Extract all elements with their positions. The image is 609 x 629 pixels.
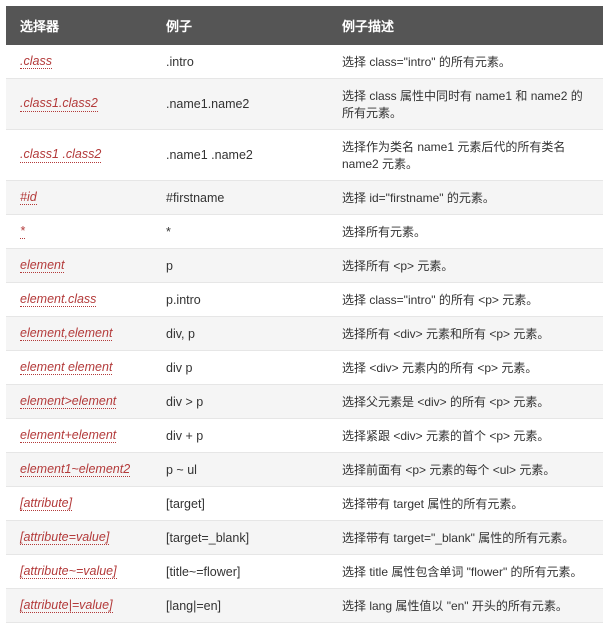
selector-link[interactable]: #id bbox=[20, 191, 37, 206]
cell-example: [target] bbox=[152, 487, 328, 521]
cell-example: .intro bbox=[152, 45, 328, 79]
cell-example: p bbox=[152, 249, 328, 283]
cell-selector: element element bbox=[6, 351, 152, 385]
table-row: **选择所有元素。 bbox=[6, 215, 603, 249]
selector-link[interactable]: * bbox=[20, 225, 25, 240]
cell-example: div + p bbox=[152, 419, 328, 453]
cell-selector: element1~element2 bbox=[6, 453, 152, 487]
cell-example: [title~=flower] bbox=[152, 555, 328, 589]
cell-description: 选择带有 target 属性的所有元素。 bbox=[328, 487, 603, 521]
table-row: #id #firstname选择 id="firstname" 的元素。 bbox=[6, 181, 603, 215]
cell-selector: [attribute|=value] bbox=[6, 589, 152, 623]
cell-example: p.intro bbox=[152, 283, 328, 317]
table-row: element element div p选择 <div> 元素内的所有 <p> … bbox=[6, 351, 603, 385]
cell-description: 选择作为类名 name1 元素后代的所有类名 name2 元素。 bbox=[328, 130, 603, 181]
cell-description: 选择 <div> 元素内的所有 <p> 元素。 bbox=[328, 351, 603, 385]
header-description: 例子描述 bbox=[328, 6, 603, 45]
table-row: element>element div > p选择父元素是 <div> 的所有 <… bbox=[6, 385, 603, 419]
cell-description: 选择 class="intro" 的所有 <p> 元素。 bbox=[328, 283, 603, 317]
cell-example: p ~ ul bbox=[152, 453, 328, 487]
cell-description: 选择 class 属性中同时有 name1 和 name2 的所有元素。 bbox=[328, 79, 603, 130]
table-row: [attribute~=value] [title~=flower]选择 titl… bbox=[6, 555, 603, 589]
cell-example: div p bbox=[152, 351, 328, 385]
table-row: [attribute] [target]选择带有 target 属性的所有元素。 bbox=[6, 487, 603, 521]
table-row: .class1.class2 .name1.name2选择 class 属性中同时… bbox=[6, 79, 603, 130]
header-selector: 选择器 bbox=[6, 6, 152, 45]
selector-link[interactable]: [attribute=value] bbox=[20, 531, 109, 546]
header-example: 例子 bbox=[152, 6, 328, 45]
cell-selector: * bbox=[6, 215, 152, 249]
cell-description: 选择父元素是 <div> 的所有 <p> 元素。 bbox=[328, 385, 603, 419]
selector-link[interactable]: .class bbox=[20, 55, 52, 70]
cell-selector: .class1.class2 bbox=[6, 79, 152, 130]
cell-description: 选择 title 属性包含单词 "flower" 的所有元素。 bbox=[328, 555, 603, 589]
cell-example: [target=_blank] bbox=[152, 521, 328, 555]
table-header-row: 选择器 例子 例子描述 bbox=[6, 6, 603, 45]
cell-description: 选择 lang 属性值以 "en" 开头的所有元素。 bbox=[328, 589, 603, 623]
cell-example: [lang|=en] bbox=[152, 589, 328, 623]
cell-example: .name1 .name2 bbox=[152, 130, 328, 181]
table-row: element p选择所有 <p> 元素。 bbox=[6, 249, 603, 283]
cell-selector: [attribute~=value] bbox=[6, 555, 152, 589]
cell-selector: #id bbox=[6, 181, 152, 215]
cell-description: 选择所有 <p> 元素。 bbox=[328, 249, 603, 283]
selector-link[interactable]: .class1.class2 bbox=[20, 97, 98, 112]
cell-selector: .class bbox=[6, 45, 152, 79]
cell-description: 选择所有 <div> 元素和所有 <p> 元素。 bbox=[328, 317, 603, 351]
table-row: element,element div, p选择所有 <div> 元素和所有 <p… bbox=[6, 317, 603, 351]
selector-link[interactable]: element,element bbox=[20, 327, 112, 342]
cell-example: #firstname bbox=[152, 181, 328, 215]
cell-example: * bbox=[152, 215, 328, 249]
selector-link[interactable]: element bbox=[20, 259, 64, 274]
cell-description: 选择紧跟 <div> 元素的首个 <p> 元素。 bbox=[328, 419, 603, 453]
selector-link[interactable]: [attribute] bbox=[20, 497, 72, 512]
table-row: .class .intro选择 class="intro" 的所有元素。 bbox=[6, 45, 603, 79]
selector-link[interactable]: element+element bbox=[20, 429, 116, 444]
cell-example: div > p bbox=[152, 385, 328, 419]
table-row: element+element div + p选择紧跟 <div> 元素的首个 <… bbox=[6, 419, 603, 453]
cell-selector: element>element bbox=[6, 385, 152, 419]
selector-link[interactable]: .class1 .class2 bbox=[20, 148, 101, 163]
cell-selector: element,element bbox=[6, 317, 152, 351]
cell-selector: element bbox=[6, 249, 152, 283]
cell-description: 选择 class="intro" 的所有元素。 bbox=[328, 45, 603, 79]
cell-example: div, p bbox=[152, 317, 328, 351]
selector-link[interactable]: [attribute|=value] bbox=[20, 599, 113, 614]
table-row: element1~element2 p ~ ul选择前面有 <p> 元素的每个 <… bbox=[6, 453, 603, 487]
cell-description: 选择 id="firstname" 的元素。 bbox=[328, 181, 603, 215]
cell-example: .name1.name2 bbox=[152, 79, 328, 130]
cell-selector: .class1 .class2 bbox=[6, 130, 152, 181]
table-row: [attribute|=value] [lang|=en]选择 lang 属性值以… bbox=[6, 589, 603, 623]
cell-description: 选择带有 target="_blank" 属性的所有元素。 bbox=[328, 521, 603, 555]
cell-selector: element+element bbox=[6, 419, 152, 453]
cell-description: 选择前面有 <p> 元素的每个 <ul> 元素。 bbox=[328, 453, 603, 487]
cell-description: 选择所有元素。 bbox=[328, 215, 603, 249]
table-row: .class1 .class2 .name1 .name2选择作为类名 name1… bbox=[6, 130, 603, 181]
cell-selector: [attribute=value] bbox=[6, 521, 152, 555]
table-row: [attribute=value] [target=_blank]选择带有 tar… bbox=[6, 521, 603, 555]
cell-selector: [attribute] bbox=[6, 487, 152, 521]
selector-link[interactable]: element.class bbox=[20, 293, 96, 308]
selector-link[interactable]: [attribute~=value] bbox=[20, 565, 117, 580]
table-row: element.class p.intro选择 class="intro" 的所有… bbox=[6, 283, 603, 317]
selector-link[interactable]: element1~element2 bbox=[20, 463, 130, 478]
selector-link[interactable]: element>element bbox=[20, 395, 116, 410]
selector-link[interactable]: element element bbox=[20, 361, 112, 376]
cell-selector: element.class bbox=[6, 283, 152, 317]
css-selector-table: 选择器 例子 例子描述 .class.intro选择 class="intro"… bbox=[6, 6, 603, 623]
